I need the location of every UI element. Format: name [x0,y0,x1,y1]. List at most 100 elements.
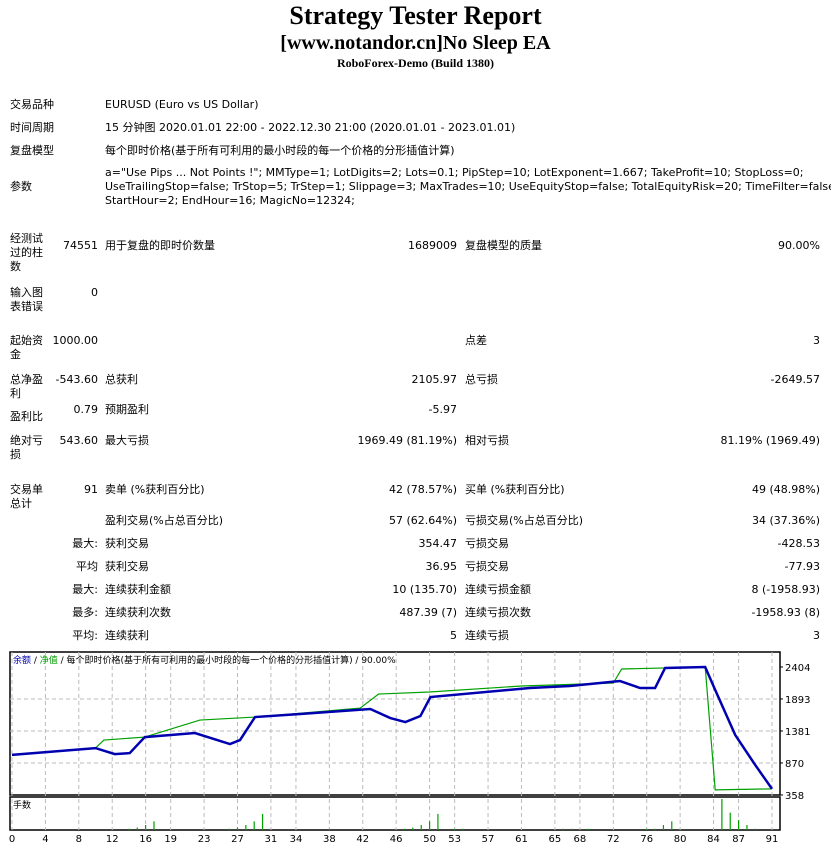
stat-value: 1689009 [408,239,457,252]
x-tick-label: 87 [732,834,745,845]
stat-label: 最大亏损 [105,434,149,447]
stat-label: 亏损交易(%占总百分比) [465,514,584,527]
stat-label: 绝对亏损 [10,434,43,461]
stat-value: -543.60 [55,373,98,386]
x-tick-label: 42 [356,834,369,845]
stat-value: 74551 [63,239,98,252]
stat-label: 盈利比 [10,410,43,423]
x-tick-label: 50 [423,834,436,845]
x-tick-label: 80 [674,834,687,845]
stat-label: 输入图表错误 [10,286,43,313]
x-tick-label: 0 [9,834,15,845]
stat-value: 1969.49 (81.19%) [357,434,457,447]
x-tick-label: 23 [198,834,211,845]
x-tick-label: 4 [42,834,48,845]
stat-value: 1000.00 [52,334,99,347]
x-tick-label: 72 [607,834,620,845]
stat-value: -1958.93 (8) [751,606,820,619]
stat-value: 最大: [72,537,98,550]
legend-sep: / [31,656,40,666]
stat-value: 354.47 [418,537,458,550]
x-tick-label: 61 [515,834,528,845]
stat-value: -5.97 [428,403,457,416]
x-tick-label: 91 [766,834,779,845]
stat-value: 487.39 (7) [399,606,457,619]
x-tick-label: 76 [640,834,653,845]
x-tick-label: 57 [482,834,495,845]
stat-value: 91 [84,483,98,496]
stat-label: 亏损交易 [465,537,509,550]
stat-value: 最多: [72,606,98,619]
legend-model: / 每个即时价格(基于所有可利用的最小时段的每一个价格的分形插值计算) / 90… [58,654,396,666]
stat-value: 0.79 [73,403,99,416]
ea-name: [www.notandor.cn]No Sleep EA [280,32,551,54]
period-label: 时间周期 [10,121,54,134]
balance-chart: 0 4 8 12 16 19 23 27 31 34 38 42 46 50 53 57 61 65 68 72 76 8… [9,651,810,845]
period-value: 15 分钟图 2020.01.01 22:00 - 2022.12.30 21:… [105,121,516,134]
stat-value: 最大: [72,583,98,596]
x-tick-label: 31 [265,834,278,845]
symbol-value: EURUSD (Euro vs US Dollar) [105,98,259,111]
stat-value: 平均 [76,560,98,573]
stat-value: 42 (78.57%) [388,483,457,496]
y-tick-label: 358 [785,791,804,802]
stat-label: 获利交易 [105,537,149,550]
stat-value: 81.19% (1969.49) [720,434,820,447]
model-label: 复盘模型 [10,144,54,157]
report-title: Strategy Tester Report [289,1,542,30]
x-tick-label: 16 [139,834,152,845]
stat-label: 买单 (%获利百分比) [465,483,565,496]
stat-value: 10 (135.70) [392,583,457,596]
legend-balance: 余额 [13,654,31,666]
stat-label: 预期盈利 [105,403,149,416]
chart-frame [9,651,781,796]
stat-value: 3 [813,334,820,347]
x-tick-label: 65 [548,834,561,845]
model-value: 每个即时价格(基于所有可利用的最小时段的每一个价格的分形插值计算) [105,144,455,157]
symbol-label: 交易品种 [10,98,54,111]
stat-label: 起始资金 [10,334,43,361]
stat-value: 57 (62.64%) [388,514,457,527]
x-tick-label: 8 [76,834,82,845]
y-tick-label: 1381 [785,727,810,738]
stat-label: 连续亏损次数 [465,606,531,619]
y-tick-label: 870 [785,759,804,770]
stat-label: 复盘模型的质量 [465,239,542,252]
y-tick-label: 2404 [785,663,810,674]
stat-label: 连续获利 [105,629,149,642]
stat-value: 49 (48.98%) [751,483,820,496]
stat-value: 90.00% [778,239,820,252]
stat-value: -428.53 [777,537,820,550]
x-tick-label: 46 [390,834,403,845]
stat-value: 543.60 [59,434,99,447]
stat-label: 连续亏损金额 [465,583,531,596]
stat-value: 3 [813,629,820,642]
x-tick-label: 19 [164,834,177,845]
y-tick-label: 1893 [785,695,810,706]
stat-label: 亏损交易 [465,560,509,573]
stat-label: 卖单 (%获利百分比) [105,483,205,496]
chart-legend: 余额 / 净值 / 每个即时价格(基于所有可利用的最小时段的每一个价格的分形插值… [13,654,396,666]
stat-label: 总净盈利 [10,373,43,400]
build-info: RoboForex-Demo (Build 1380) [336,56,495,70]
stat-label: 总亏损 [465,373,498,386]
params-line: a="Use Pips ... Not Points !"; MMType=1;… [105,166,804,179]
stat-value: 2105.97 [411,373,458,386]
params-label: 参数 [10,180,32,193]
x-tick-label: 53 [448,834,461,845]
stat-label: 交易单总计 [10,483,43,510]
x-tick-label: 68 [574,834,587,845]
stat-label: 相对亏损 [465,434,509,447]
params-line: UseTrailingStop=false; TrStop=5; TrStep=… [105,180,831,193]
stat-label: 连续获利次数 [105,606,171,619]
x-tick-label: 84 [707,834,720,845]
stat-value: 34 (37.36%) [751,514,820,527]
x-tick-label: 27 [231,834,244,845]
stat-value: 5 [450,629,457,642]
x-tick-label: 38 [323,834,336,845]
x-tick-label: 12 [106,834,119,845]
stat-value: 0 [91,286,98,299]
stat-label: 点差 [465,334,487,347]
params-line: StartHour=2; EndHour=16; MagicNo=12324; [105,194,355,207]
lots-frame [9,796,781,831]
